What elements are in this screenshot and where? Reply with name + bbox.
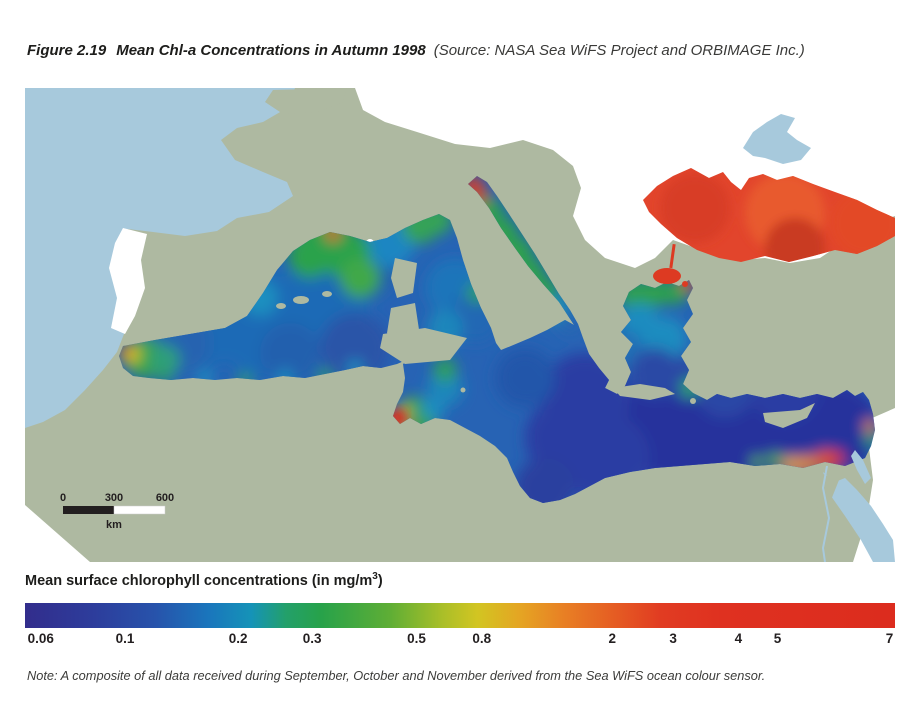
scale-tick-label-0.8: 0.8 (472, 631, 492, 646)
color-scale-bar (25, 603, 895, 628)
scale-tick-600: 600 (156, 492, 174, 504)
scale-bar-black-segment (63, 506, 114, 514)
gulf-of-aqaba (851, 450, 871, 484)
figure-caption: Figure 2.19 Mean Chl-a Concentrations in … (27, 42, 907, 60)
atlantic-ocean (25, 88, 295, 428)
scale-tick-300: 300 (105, 492, 123, 504)
nile-river (821, 465, 831, 562)
scale-tick-label-2: 2 (608, 631, 617, 646)
sinai-land (813, 474, 839, 512)
figure-number: Figure 2.19 (27, 42, 107, 59)
scale-tick-label-5: 5 (773, 631, 782, 646)
no-data-wedge-southwest (25, 505, 90, 562)
scale-tick-label-0.06: 0.06 (27, 631, 54, 646)
scale-unit: km (106, 519, 122, 531)
sicily-island (380, 328, 467, 364)
ibiza-island (276, 303, 286, 309)
scale-tick-label-3: 3 (669, 631, 677, 646)
scale-tick-label-0.2: 0.2 (228, 631, 248, 646)
legend-title: Mean surface chlorophyll concentrations … (25, 571, 383, 589)
legend-title-text: Mean surface chlorophyll concentrations … (25, 572, 373, 589)
color-scale-ticks: 0.06 0.1 0.2 0.3 0.5 0.8 2 3 4 5 7 (25, 631, 895, 649)
rhodes-island (690, 398, 696, 404)
portugal-no-data (109, 228, 147, 334)
figure-note: Note: A composite of all data received d… (27, 668, 766, 683)
legend-title-superscript: 3 (372, 571, 378, 582)
scale-bar-white-segment (113, 505, 166, 515)
legend-title-close: ) (377, 572, 383, 589)
no-data-wedge-arabia (853, 408, 895, 562)
cyprus-island (763, 403, 815, 428)
scale-tick-label-0.3: 0.3 (302, 631, 322, 646)
figure-source: (Source: NASA Sea WiFS Project and ORBIM… (433, 42, 805, 59)
crete-island (613, 384, 675, 400)
malta-island (460, 387, 466, 393)
scale-tick-label-0.1: 0.1 (115, 631, 135, 646)
map: 0 300 600 km (25, 88, 895, 562)
sea-of-marmara (653, 243, 688, 287)
corsica-island (391, 258, 417, 298)
scale-tick-label-4: 4 (734, 631, 743, 646)
scale-tick-label-0.5: 0.5 (407, 631, 426, 646)
mallorca-island (293, 296, 309, 304)
scale-bar: 0 300 600 km (60, 492, 174, 531)
england-land (265, 88, 347, 114)
scale-tick-label-7: 7 (885, 631, 894, 646)
figure-title: Mean Chl-a Concentrations in Autumn 1998 (116, 42, 426, 59)
red-sea (823, 472, 895, 562)
scale-tick-0: 0 (60, 492, 66, 504)
sea-of-azov (743, 114, 811, 164)
menorca-island (322, 291, 332, 297)
